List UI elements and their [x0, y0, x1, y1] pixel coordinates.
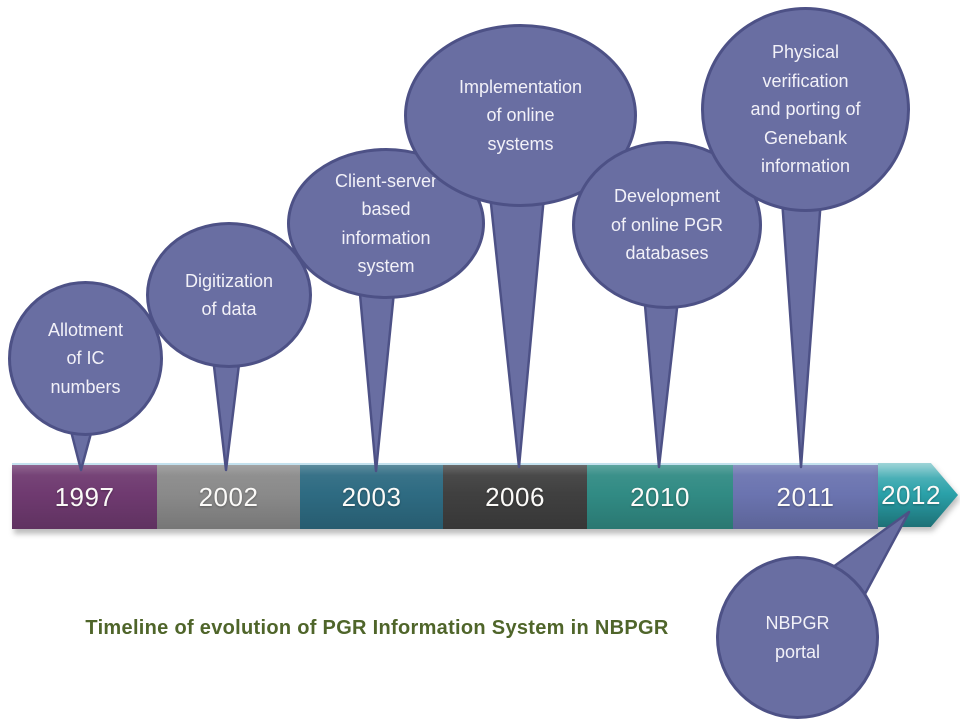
timeline-segment-2006: 2006 [443, 465, 587, 529]
timeline-bar: 1997 2002 2003 2006 2010 2011 [12, 463, 878, 529]
bubble-1997: Allotment of IC numbers [8, 281, 163, 436]
year-label-2003: 2003 [341, 481, 402, 512]
bubble-label-1997: Allotment of IC numbers [47, 319, 124, 397]
bubble-label-2006: Implementation of online systems [458, 76, 583, 154]
slide-caption: Timeline of evolution of PGR Information… [85, 616, 669, 639]
bubble-2012: NBPGR portal [716, 556, 879, 719]
bubble-label-2011: Physical verification and porting of Gen… [750, 42, 861, 177]
bubble-tail-2011 [779, 183, 824, 469]
timeline-segment-2003: 2003 [300, 465, 443, 529]
year-label-2012: 2012 [881, 479, 941, 510]
bubble-tail-2006 [487, 183, 547, 469]
timeline-segment-2010: 2010 [587, 465, 733, 529]
bubble-2002: Digitization of data [146, 222, 312, 368]
timeline-arrow-2012: 2012 [878, 463, 958, 527]
year-label-1997: 1997 [54, 481, 115, 512]
bubble-label-2010: Development of online PGR databases [610, 186, 724, 264]
bubble-tail-2010 [641, 280, 682, 469]
timeline-segment-2011: 2011 [733, 465, 878, 529]
bubble-2011: Physical verification and porting of Gen… [701, 7, 910, 212]
timeline-segment-1997: 1997 [12, 465, 157, 529]
bubble-tail-2003 [356, 270, 398, 473]
year-label-2010: 2010 [630, 481, 690, 512]
bubble-label-2012: NBPGR portal [765, 613, 830, 662]
year-label-2002: 2002 [198, 481, 259, 512]
bubble-label-2002: Digitization of data [184, 270, 274, 319]
bubble-label-2003: Client-server based information system [334, 170, 438, 276]
year-label-2011: 2011 [776, 481, 835, 512]
timeline-segment-2012: 2012 [878, 463, 958, 527]
timeline-segment-2002: 2002 [157, 465, 300, 529]
year-label-2006: 2006 [485, 481, 545, 512]
